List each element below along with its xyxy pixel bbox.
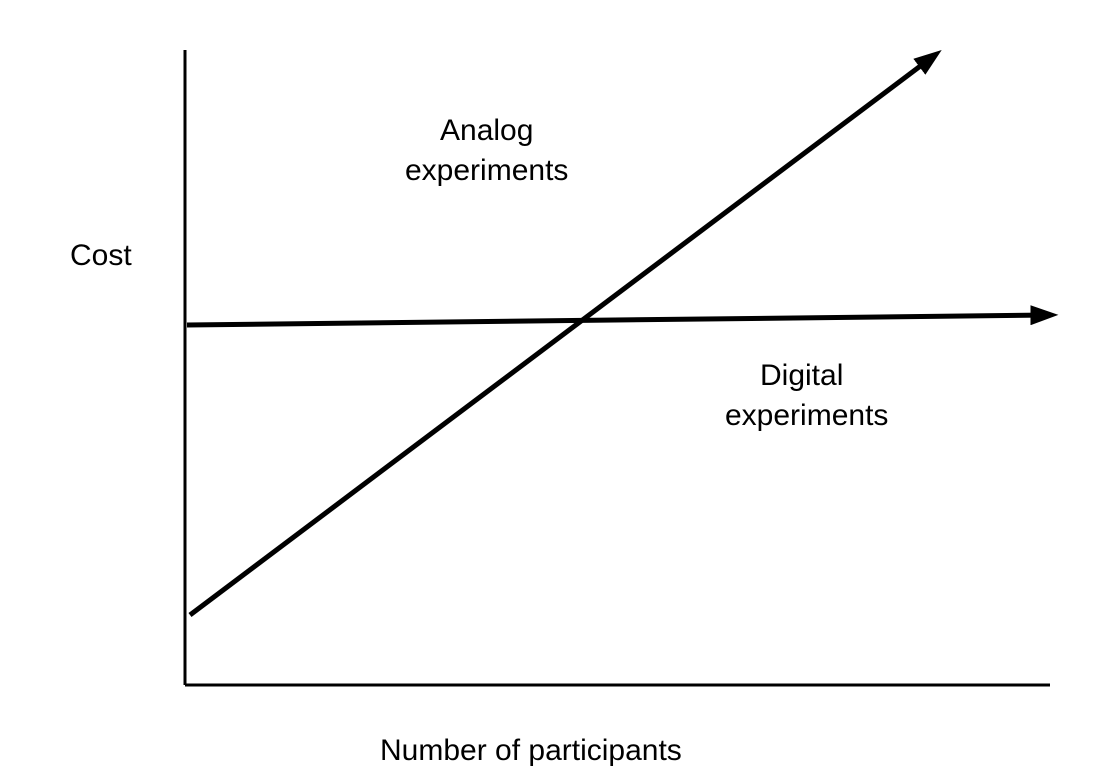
x-axis-label: Number of participants: [380, 734, 682, 767]
digital-label-line1: Digital: [760, 359, 843, 392]
cost-vs-participants-chart: Cost Number of participants Analog experime…: [0, 0, 1114, 777]
analog-label-line2: experiments: [405, 154, 568, 187]
digital-label-line2: experiments: [725, 399, 888, 432]
chart-svg: Cost Number of participants Analog experime…: [0, 0, 1114, 777]
chart-background: [0, 0, 1114, 777]
analog-label-line1: Analog: [440, 114, 533, 147]
y-axis-label: Cost: [70, 239, 132, 272]
